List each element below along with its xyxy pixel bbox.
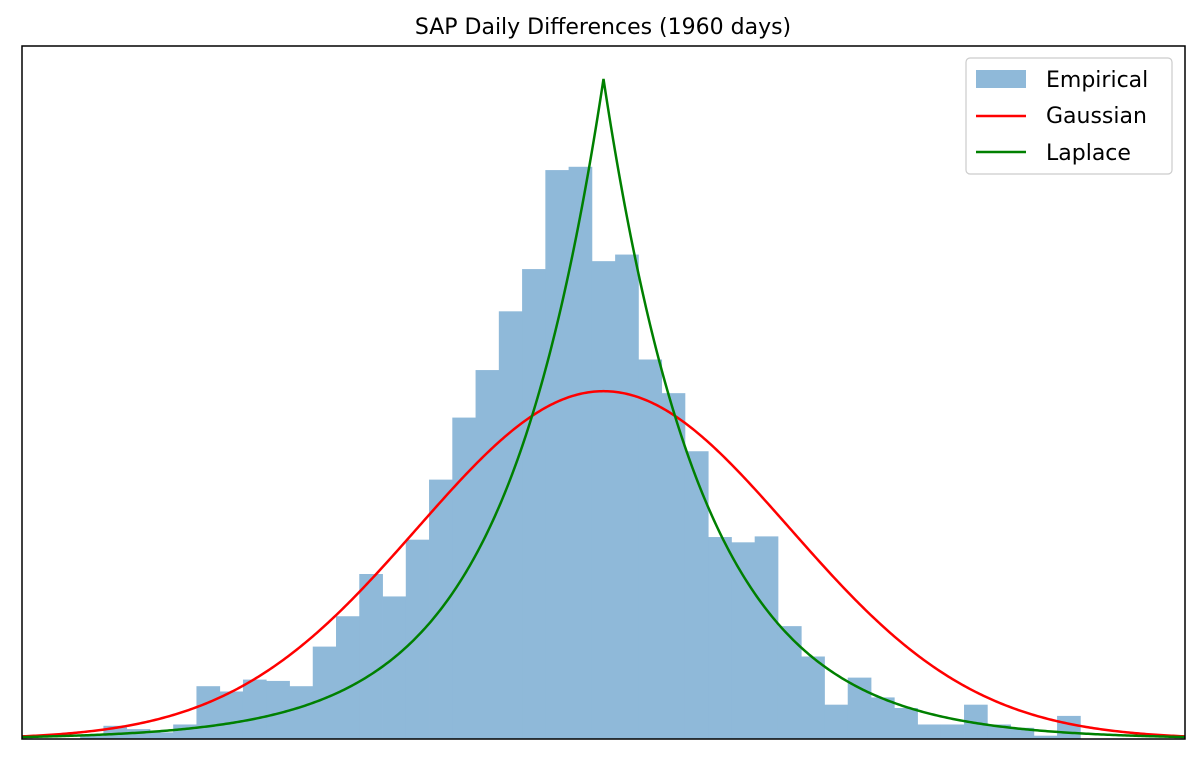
histogram-bar	[638, 359, 663, 739]
laplace-line	[21, 78, 1186, 739]
histogram-bar	[522, 269, 546, 739]
histogram-bar	[196, 686, 221, 739]
histogram-bar	[173, 724, 197, 739]
legend-swatch-empirical	[976, 70, 1026, 88]
histogram-bar	[568, 166, 593, 739]
histogram-bar	[684, 451, 709, 739]
histogram-bar	[754, 536, 779, 739]
gaussian-line	[21, 389, 1186, 738]
histogram-bar	[870, 697, 895, 739]
histogram-bar	[591, 261, 616, 739]
histogram-bar	[708, 537, 732, 739]
histogram-bar	[475, 370, 500, 739]
histogram-bar	[405, 539, 430, 739]
histogram-bars	[80, 166, 1081, 739]
histogram-bar	[382, 596, 407, 739]
histogram-bar	[731, 542, 756, 739]
legend: Empirical Gaussian Laplace	[965, 57, 1173, 175]
legend-label-laplace: Laplace	[1046, 141, 1131, 166]
histogram-bar	[1010, 727, 1035, 739]
chart-title: SAP Daily Differences (1960 days)	[415, 15, 791, 40]
histogram-bar	[266, 680, 290, 739]
histogram-bar	[777, 626, 802, 739]
histogram-bar	[452, 417, 476, 739]
histogram-bar	[917, 724, 942, 739]
histogram-bar	[661, 393, 686, 739]
histogram-bar	[80, 735, 104, 739]
fit-lines	[21, 78, 1186, 739]
histogram-bar	[894, 707, 918, 739]
histogram-bar	[545, 170, 570, 739]
legend-label-gaussian: Gaussian	[1046, 104, 1147, 129]
legend-label-empirical: Empirical	[1046, 68, 1148, 93]
histogram-bar	[940, 724, 965, 739]
histogram-bar	[359, 574, 383, 739]
histogram-bar	[1033, 735, 1058, 739]
histogram-bar	[126, 729, 151, 739]
histogram-bar	[824, 704, 849, 739]
histogram-bar	[336, 616, 360, 739]
histogram-bar	[847, 677, 872, 739]
histogram-bar	[615, 254, 639, 739]
histogram-bar	[801, 656, 825, 739]
histogram-bar	[289, 686, 314, 739]
histogram-bar	[242, 679, 267, 739]
histogram-bar	[219, 691, 244, 739]
histogram-bar	[1057, 715, 1081, 739]
plot-frame	[21, 45, 1186, 740]
histogram-bar	[498, 311, 523, 739]
histogram-bar	[312, 646, 337, 739]
histogram-bar	[149, 732, 174, 739]
